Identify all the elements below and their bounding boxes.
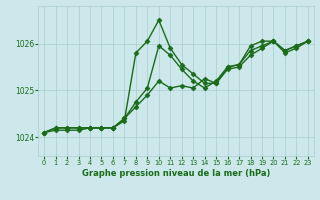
X-axis label: Graphe pression niveau de la mer (hPa): Graphe pression niveau de la mer (hPa) xyxy=(82,169,270,178)
